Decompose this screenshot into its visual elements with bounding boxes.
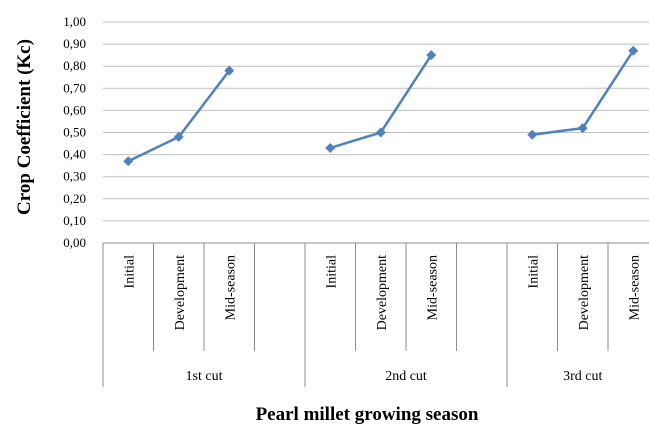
y-axis-ticks: 0,00 0,10 0,20 0,30 0,40 0,50 0,60 0,70 0,80 0,90… [63, 14, 86, 250]
x-category-label: Development [375, 255, 390, 331]
x-axis: Initial Development Mid-season Initial Devel… [102, 243, 642, 387]
data-point-marker [426, 50, 437, 61]
y-tick-label: 0,90 [63, 36, 86, 51]
y-tick-label: 1,00 [63, 14, 86, 29]
data-point-marker [375, 127, 386, 138]
data-point-marker [527, 129, 538, 140]
x-axis-title: Pearl millet growing season [256, 404, 479, 425]
data-point-marker [577, 123, 588, 134]
x-group-label: 3rd cut [563, 369, 602, 384]
series-line-segment [581, 50, 635, 129]
y-tick-label: 0,30 [63, 169, 86, 184]
x-category-label: Initial [526, 255, 541, 289]
x-group-label: 1st cut [186, 369, 223, 384]
data-point-marker [123, 156, 134, 167]
y-tick-label: 0,50 [63, 125, 86, 140]
x-category-label: Mid-season [223, 255, 238, 320]
y-tick-label: 0,60 [63, 102, 86, 117]
series-kc [123, 45, 639, 167]
x-category-label: Initial [122, 255, 137, 289]
x-category-label: Initial [324, 255, 339, 289]
y-tick-label: 0,00 [63, 235, 86, 250]
x-category-label: Development [173, 255, 188, 331]
data-point-marker [325, 142, 336, 153]
x-category-label: Mid-season [627, 255, 642, 320]
data-point-marker [628, 45, 639, 56]
y-tick-label: 0,80 [63, 58, 86, 73]
y-tick-label: 0,40 [63, 147, 86, 162]
x-category-label: Mid-season [425, 255, 440, 320]
y-tick-label: 0,70 [63, 80, 86, 95]
data-point-marker [173, 131, 184, 142]
series-line-segment [329, 131, 382, 150]
data-point-marker [224, 65, 235, 76]
series-line-segment [127, 135, 180, 163]
x-group-label: 2nd cut [385, 369, 427, 384]
y-axis-title: Crop Coefficient (Kc) [14, 39, 35, 215]
y-tick-label: 0,10 [63, 213, 86, 228]
y-tick-label: 0,20 [63, 191, 86, 206]
series-line-segment [177, 69, 231, 138]
x-category-label: Development [577, 255, 592, 331]
series-line-segment [379, 54, 433, 134]
series-line-segment [532, 126, 583, 136]
